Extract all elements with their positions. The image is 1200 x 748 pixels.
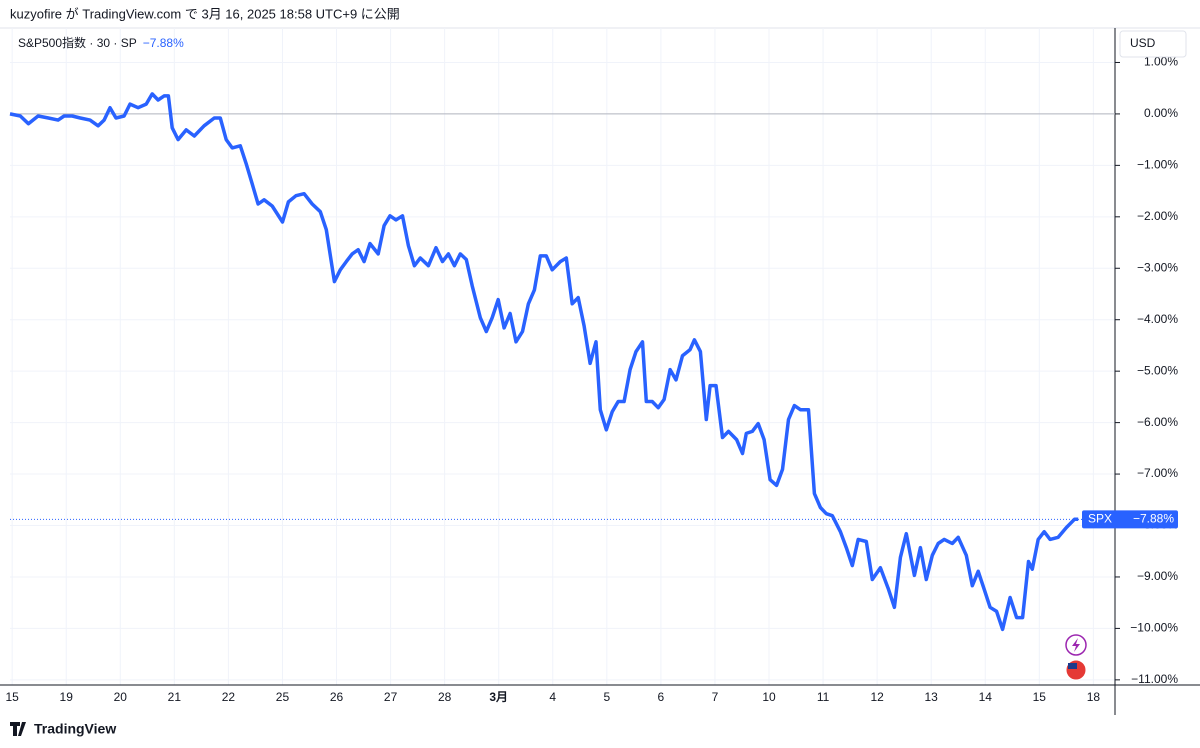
y-tick-label: −4.00%: [1137, 312, 1178, 326]
x-tick-label: 26: [330, 690, 344, 704]
x-tick-label: 22: [222, 690, 236, 704]
y-tick-label: −1.00%: [1137, 158, 1178, 172]
y-tick-label: −7.00%: [1137, 466, 1178, 480]
x-tick-label: 6: [658, 690, 665, 704]
y-tick-label: −9.00%: [1137, 569, 1178, 583]
x-tick-label: 12: [870, 690, 884, 704]
x-tick-label: 20: [114, 690, 128, 704]
header: kuzyofire が TradingView.com で 3月 16, 202…: [10, 6, 400, 21]
currency: USD: [1130, 36, 1156, 50]
last-price-symbol: SPX: [1088, 512, 1112, 526]
legend-change: −7.88%: [143, 36, 184, 50]
flag-canton: [1068, 663, 1077, 669]
x-tick-label: 4: [549, 690, 556, 704]
x-tick-label: 21: [168, 690, 182, 704]
legend-name: S&P500指数 · 30 · SP: [18, 35, 137, 50]
y-tick-label: −11.00%: [1131, 672, 1178, 686]
x-tick-label: 11: [817, 690, 830, 704]
y-tick-label: 1.00%: [1144, 55, 1178, 69]
plot-area: 1.00% 0.00% −1.00% −2.00% −3.00% −4.00% −5.00%…: [0, 28, 1200, 715]
x-tick-label: 3月: [489, 690, 508, 704]
x-tick-label: 5: [603, 690, 610, 704]
last-price-box: [1082, 510, 1178, 529]
x-tick-label: 19: [60, 690, 74, 704]
x-tick-label: 7: [712, 690, 719, 704]
x-tick-label: 10: [762, 690, 776, 704]
x-tick-label: 13: [925, 690, 939, 704]
footer-logo: TradingView: [34, 721, 116, 737]
y-tick-label: −5.00%: [1137, 363, 1178, 377]
y-tick-label: −2.00%: [1137, 209, 1178, 223]
y-tick-label: −10.00%: [1130, 621, 1178, 635]
x-tick-label: 14: [979, 690, 993, 704]
logo-mark: [10, 722, 26, 736]
price-line: [9, 92, 1079, 632]
x-tick-label: 27: [384, 690, 398, 704]
event-icon-bolt: [1072, 638, 1080, 652]
y-tick-label: −3.00%: [1137, 260, 1178, 274]
x-tick-label: 15: [1033, 690, 1047, 704]
y-tick-label: −6.00%: [1137, 415, 1178, 429]
x-tick-label: 15: [5, 690, 19, 704]
x-tick-label: 18: [1087, 690, 1101, 704]
x-tick-label: 25: [276, 690, 290, 704]
y-tick-label: 0.00%: [1144, 106, 1178, 120]
last-price-label: −7.88%: [1133, 512, 1174, 526]
x-tick-label: 28: [438, 690, 452, 704]
currency-box[interactable]: [1119, 30, 1187, 58]
